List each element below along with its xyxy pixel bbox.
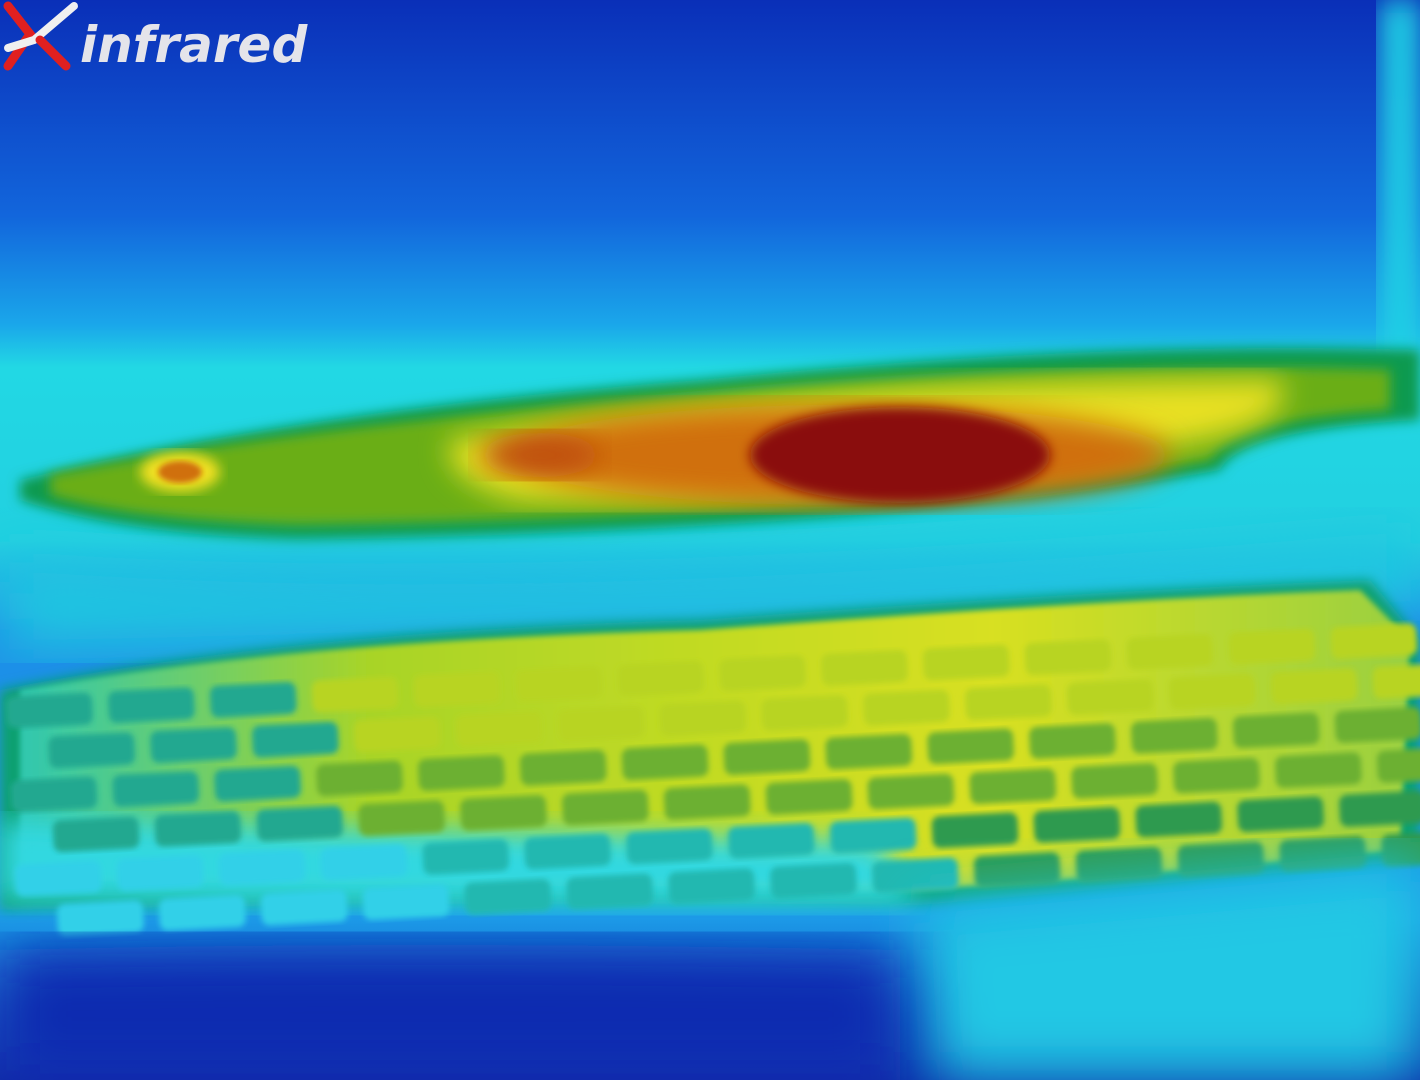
key	[668, 868, 755, 904]
key	[260, 889, 348, 926]
key	[1075, 846, 1163, 883]
logo: infrared	[3, 1, 308, 74]
key	[150, 727, 237, 763]
logo-text: infrared	[80, 16, 308, 74]
key	[214, 765, 301, 802]
key	[57, 900, 144, 936]
key	[10, 776, 98, 813]
key	[1033, 807, 1121, 843]
key	[362, 884, 450, 920]
key	[154, 811, 242, 847]
desk-cold	[0, 945, 900, 1080]
key	[316, 760, 403, 797]
key	[1339, 791, 1420, 827]
key	[1071, 763, 1159, 799]
key	[1135, 801, 1223, 838]
key	[829, 817, 917, 854]
key	[112, 771, 200, 807]
key	[821, 649, 908, 686]
key	[1237, 796, 1324, 833]
screen-edge	[1380, 0, 1420, 380]
key	[158, 894, 246, 931]
key	[256, 805, 344, 842]
key	[931, 812, 1019, 849]
key	[1173, 757, 1260, 794]
key	[251, 721, 339, 758]
key	[358, 800, 445, 837]
key	[455, 711, 543, 747]
key	[761, 695, 849, 731]
key	[1372, 663, 1420, 699]
key	[311, 676, 399, 713]
key	[723, 739, 811, 775]
keys	[6, 623, 1420, 936]
hinge-heat	[20, 348, 1420, 540]
key	[1232, 712, 1320, 749]
key	[52, 816, 140, 853]
key	[867, 773, 955, 810]
key	[561, 789, 649, 826]
key	[922, 644, 1010, 681]
logo-mark	[35, 35, 71, 71]
key	[617, 660, 705, 697]
key	[1177, 841, 1265, 878]
key	[621, 744, 709, 781]
key	[460, 795, 547, 831]
key	[566, 873, 654, 910]
key	[969, 768, 1057, 805]
key	[557, 705, 645, 742]
key	[218, 849, 306, 886]
key	[14, 860, 102, 897]
key	[1126, 633, 1214, 670]
key	[209, 682, 297, 718]
key	[626, 828, 713, 865]
key	[1270, 668, 1358, 705]
key	[353, 716, 441, 753]
key	[659, 700, 747, 737]
key	[965, 684, 1052, 721]
desk-reflection	[920, 860, 1420, 1080]
key	[6, 692, 93, 729]
key	[413, 671, 501, 707]
key	[765, 779, 853, 815]
key	[107, 687, 195, 723]
key	[1024, 639, 1112, 675]
key	[519, 749, 607, 786]
key	[1130, 717, 1218, 754]
key	[1330, 623, 1418, 659]
key	[871, 857, 959, 894]
key	[1274, 752, 1362, 788]
key	[973, 852, 1061, 888]
key	[48, 732, 136, 769]
logo-mark	[4, 2, 78, 52]
key	[422, 839, 510, 875]
key	[1228, 628, 1316, 665]
key	[464, 878, 552, 915]
key	[825, 733, 913, 770]
key	[417, 755, 505, 791]
key	[1381, 830, 1420, 867]
key	[770, 862, 857, 899]
key	[1029, 723, 1116, 759]
key	[1334, 707, 1420, 743]
key	[1066, 679, 1154, 715]
logo-mark	[3, 1, 36, 71]
key	[727, 823, 815, 859]
key	[116, 855, 204, 891]
key	[1168, 673, 1256, 710]
key	[320, 844, 408, 881]
key	[1376, 747, 1420, 783]
key	[663, 784, 751, 821]
key	[524, 833, 611, 870]
key	[863, 689, 950, 726]
key	[719, 655, 806, 691]
key	[927, 728, 1015, 765]
key	[1279, 836, 1367, 872]
key	[515, 665, 603, 702]
